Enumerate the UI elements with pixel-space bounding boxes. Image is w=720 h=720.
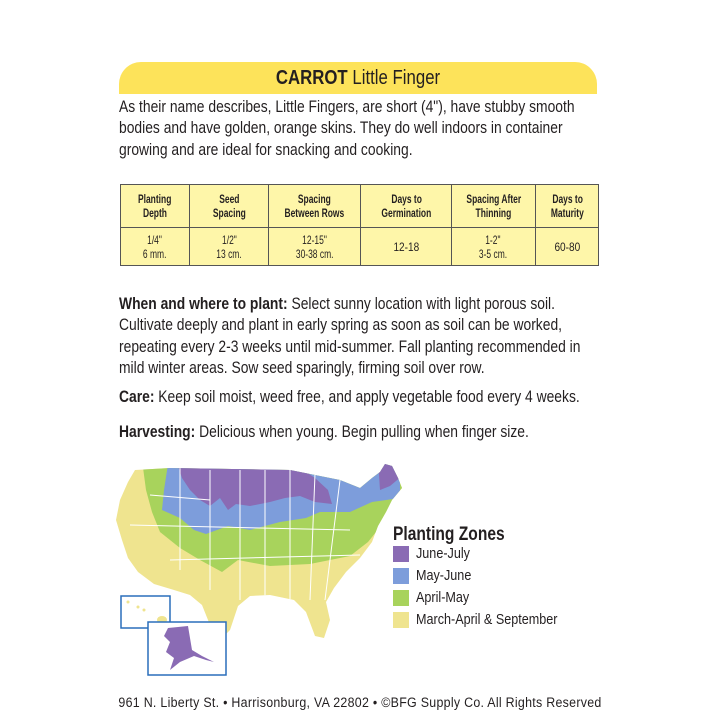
legend-swatch bbox=[393, 612, 409, 628]
table-cell: 12-18 bbox=[360, 227, 452, 266]
state-borders bbox=[129, 468, 361, 601]
alaska-shape bbox=[164, 626, 214, 670]
intro-paragraph: As their name describes, Little Fingers,… bbox=[119, 98, 575, 159]
care-paragraph: Care: Keep soil moist, weed free, and ap… bbox=[119, 387, 623, 408]
legend-swatch bbox=[393, 568, 409, 584]
table-cell: 12-15" 30-38 cm. bbox=[268, 227, 361, 266]
legend-label: March-April & September bbox=[416, 611, 558, 628]
care-label: Care: bbox=[119, 388, 155, 406]
legend-label: April-May bbox=[416, 589, 470, 606]
footer-address: 961 N. Liberty St. • Harrisonburg, VA 22… bbox=[118, 695, 602, 710]
header-cell: Spacing After Thinning bbox=[451, 184, 536, 228]
table-cell: 1/4" 6 mm. bbox=[120, 227, 190, 266]
when-text: Select sunny location with light porous … bbox=[119, 295, 581, 377]
legend-swatch bbox=[393, 546, 409, 562]
header-cell: Days to Germination bbox=[360, 184, 452, 228]
title-banner: CARROT Little Finger bbox=[119, 62, 597, 94]
header-cell: Seed Spacing bbox=[189, 184, 269, 228]
table-header-row: Planting Depth Seed Spacing Spacing Between… bbox=[120, 184, 599, 228]
when-where-paragraph: When and where to plant: Select sunny lo… bbox=[119, 294, 594, 379]
table-cell: 1/2" 13 cm. bbox=[189, 227, 269, 266]
harvesting-paragraph: Harvesting: Delicious when young. Begin … bbox=[119, 422, 623, 443]
page-title: CARROT Little Finger bbox=[157, 67, 559, 89]
zone-june-july bbox=[178, 466, 332, 510]
legend-label: June-July bbox=[416, 545, 470, 562]
title-variety-type: CARROT bbox=[275, 67, 348, 89]
header-cell: Planting Depth bbox=[120, 184, 190, 228]
legend-label: May-June bbox=[416, 567, 472, 584]
harvest-text: Delicious when young. Begin pulling when… bbox=[195, 423, 529, 441]
planting-table: Planting Depth Seed Spacing Spacing Between… bbox=[120, 184, 599, 266]
header-cell: Days to Maturity bbox=[535, 184, 599, 228]
table-row: 1/4" 6 mm. 1/2" 13 cm. 12-15" 30-38 cm. 12-… bbox=[120, 227, 599, 266]
table-cell: 60-80 bbox=[535, 227, 599, 266]
planting-zone-map bbox=[116, 464, 402, 676]
header-cell: Spacing Between Rows bbox=[268, 184, 361, 228]
legend-swatch bbox=[393, 590, 409, 606]
when-label: When and where to plant: bbox=[119, 295, 288, 313]
care-text: Keep soil moist, weed free, and apply ve… bbox=[154, 388, 580, 406]
table-cell: 1-2" 3-5 cm. bbox=[451, 227, 536, 266]
legend-title: Planting Zones bbox=[393, 524, 505, 545]
harvest-label: Harvesting: bbox=[119, 423, 196, 441]
title-variety-name: Little Finger bbox=[352, 67, 441, 89]
